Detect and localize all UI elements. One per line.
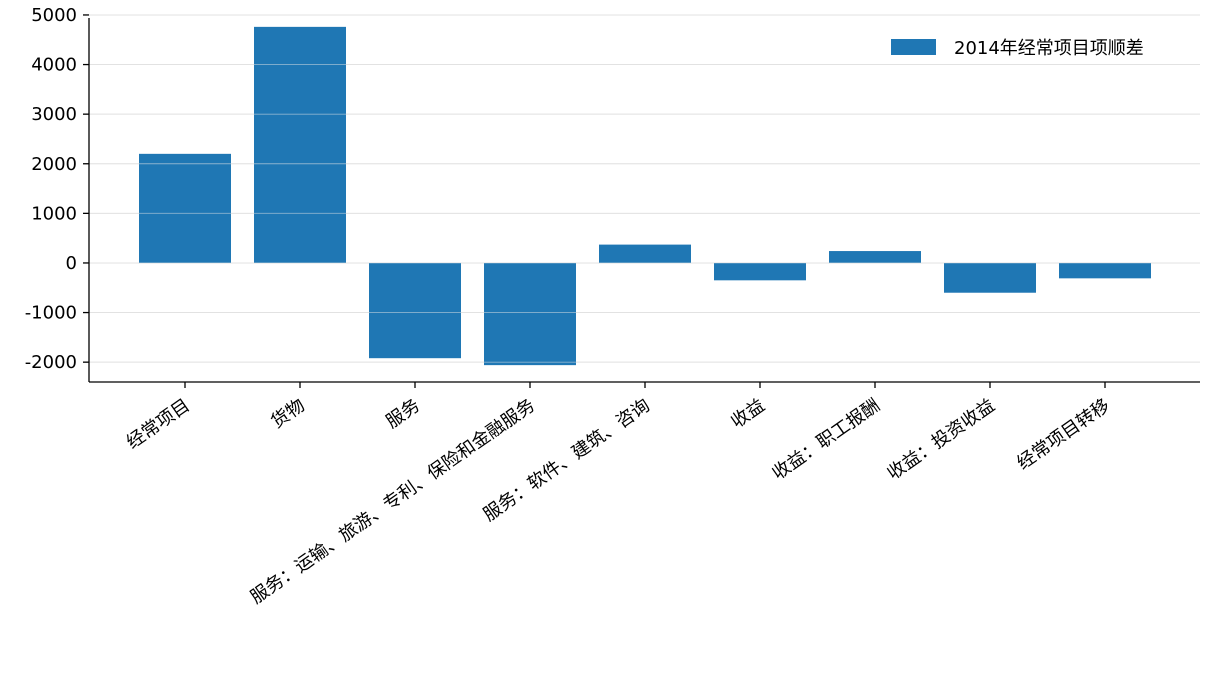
y-tick-label: 2000 [31, 154, 77, 175]
y-tick-label: -1000 [25, 303, 77, 324]
y-tick-label: 1000 [31, 203, 77, 224]
y-tick-label: 5000 [31, 5, 77, 26]
bar [369, 262, 461, 359]
x-tick-label: 收益 [727, 395, 769, 433]
bar [829, 251, 921, 263]
legend-swatch [891, 39, 936, 55]
y-ticks: 5000 4000 3000 2000 1000 0 -1000 -2000 [25, 5, 89, 373]
bar [714, 262, 806, 281]
y-tick-label: 3000 [31, 104, 77, 125]
legend: 2014年经常项目项顺差 [891, 38, 1144, 59]
bar [484, 262, 576, 366]
x-tick-label: 收益：职工报酬 [769, 395, 884, 484]
bar [254, 26, 346, 263]
y-tick-label: 4000 [31, 55, 77, 76]
y-tick-label: -2000 [25, 352, 77, 373]
bar [599, 244, 691, 263]
bar [1059, 262, 1151, 279]
bar [944, 262, 1036, 293]
x-tick-label: 服务 [382, 395, 424, 433]
x-tick-label: 收益：投资收益 [884, 395, 999, 484]
x-tick-label: 经常项目 [123, 395, 194, 453]
bars [89, 14, 1200, 366]
y-tick-label: 0 [66, 253, 77, 274]
x-tick-label: 经常项目转移 [1013, 395, 1114, 474]
x-tick-label: 货物 [267, 395, 309, 433]
bar [139, 153, 231, 263]
legend-label: 2014年经常项目项顺差 [954, 38, 1144, 59]
